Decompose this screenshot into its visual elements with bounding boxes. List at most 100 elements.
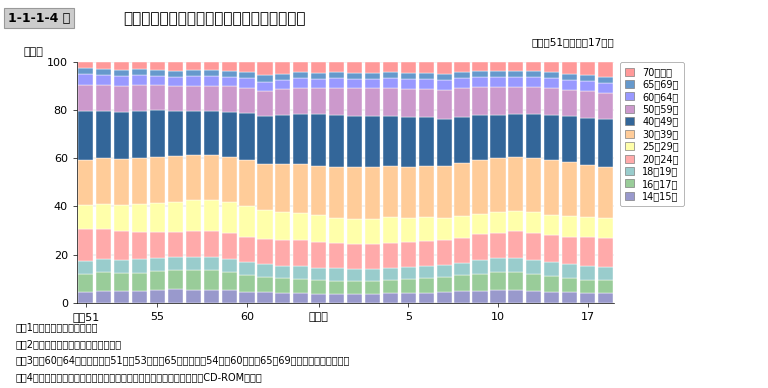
Bar	[436, 62, 452, 74]
Bar	[257, 81, 273, 91]
Bar	[240, 237, 255, 262]
Bar	[508, 157, 524, 211]
Bar	[544, 114, 559, 160]
Bar	[132, 62, 147, 69]
Bar	[419, 118, 434, 166]
Bar	[78, 229, 94, 261]
Bar	[78, 292, 94, 303]
Bar	[132, 259, 147, 272]
Bar	[436, 240, 452, 265]
Text: 一般刑法犯検挙人員の年齢層別構成比の推移: 一般刑法犯検挙人員の年齢層別構成比の推移	[123, 12, 306, 27]
Bar	[311, 79, 326, 88]
Bar	[329, 167, 344, 218]
Bar	[275, 278, 290, 293]
Bar	[240, 160, 255, 206]
Bar	[167, 86, 183, 111]
Bar	[472, 77, 488, 87]
Bar	[382, 268, 398, 280]
Bar	[96, 259, 111, 272]
Bar	[329, 78, 344, 88]
Bar	[240, 275, 255, 292]
Bar	[221, 272, 237, 291]
Bar	[562, 216, 578, 237]
Bar	[598, 77, 613, 83]
Bar	[275, 266, 290, 278]
Bar	[472, 260, 488, 274]
Bar	[562, 163, 578, 216]
Text: 1-1-1-4 図: 1-1-1-4 図	[8, 12, 70, 25]
Bar	[490, 212, 505, 233]
Bar	[508, 211, 524, 232]
Bar	[544, 72, 559, 78]
Bar	[204, 232, 219, 257]
Bar	[78, 85, 94, 111]
Bar	[526, 62, 541, 71]
Bar	[562, 293, 578, 303]
Bar	[293, 279, 309, 293]
Bar	[419, 278, 434, 293]
Bar	[598, 83, 613, 93]
Bar	[329, 88, 344, 116]
Bar	[436, 90, 452, 119]
Bar	[347, 116, 362, 167]
Text: 注　1　警察庁の統計による。: 注 1 警察庁の統計による。	[15, 322, 98, 332]
Bar	[167, 77, 183, 86]
Bar	[114, 70, 129, 76]
Bar	[598, 93, 613, 119]
Bar	[598, 280, 613, 293]
Bar	[257, 277, 273, 293]
Bar	[490, 272, 505, 290]
Bar	[167, 289, 183, 303]
Bar	[311, 268, 326, 280]
Bar	[329, 72, 344, 78]
Bar	[382, 280, 398, 293]
Bar	[204, 200, 219, 232]
Bar	[275, 80, 290, 89]
Bar	[96, 74, 111, 85]
Bar	[365, 294, 380, 303]
Bar	[311, 62, 326, 73]
Bar	[455, 291, 470, 303]
Bar	[293, 213, 309, 241]
Bar	[544, 78, 559, 88]
Bar	[293, 267, 309, 279]
Bar	[257, 293, 273, 303]
Bar	[186, 232, 201, 257]
Bar	[526, 212, 541, 233]
Bar	[436, 119, 452, 166]
Bar	[598, 293, 613, 303]
Bar	[526, 77, 541, 87]
Bar	[365, 269, 380, 281]
Bar	[580, 62, 595, 75]
Bar	[508, 62, 524, 71]
Bar	[419, 217, 434, 241]
Bar	[275, 240, 290, 266]
Bar	[329, 116, 344, 167]
Bar	[490, 258, 505, 272]
Bar	[508, 71, 524, 77]
Bar	[311, 88, 326, 114]
Bar	[150, 157, 165, 203]
Bar	[365, 281, 380, 294]
Bar	[365, 116, 380, 167]
Bar	[419, 293, 434, 303]
Bar	[204, 111, 219, 155]
Bar	[221, 291, 237, 303]
Bar	[78, 74, 94, 85]
Bar	[150, 70, 165, 76]
Bar	[401, 118, 416, 167]
Bar	[455, 88, 470, 117]
Bar	[580, 267, 595, 280]
Bar	[114, 76, 129, 86]
Bar	[401, 89, 416, 118]
Bar	[186, 76, 201, 86]
Bar	[472, 87, 488, 115]
Bar	[401, 267, 416, 279]
Bar	[455, 275, 470, 291]
Bar	[311, 114, 326, 166]
Bar	[221, 71, 237, 77]
Bar	[293, 163, 309, 213]
Bar	[96, 69, 111, 74]
Bar	[257, 210, 273, 239]
Bar	[293, 88, 309, 114]
